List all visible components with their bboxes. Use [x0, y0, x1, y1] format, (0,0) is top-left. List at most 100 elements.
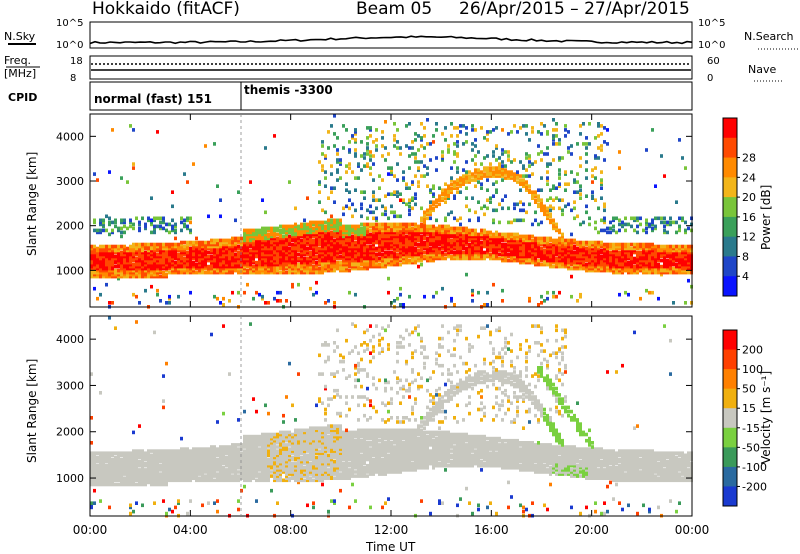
- scatter-cell: [585, 254, 588, 259]
- scatter-cell: [267, 248, 270, 253]
- scatter-cell: [252, 228, 255, 233]
- scatter-cell: [432, 258, 435, 263]
- scatter-cell: [345, 230, 348, 235]
- scatter-cell: [129, 258, 132, 263]
- scatter-cell: [471, 290, 474, 295]
- scatter-cell: [420, 246, 423, 251]
- scatter-cell: [285, 226, 288, 231]
- scatter-cell: [171, 256, 174, 261]
- scatter-cell: [408, 294, 411, 299]
- scatter-cell: [384, 230, 387, 235]
- scatter-cell: [546, 182, 549, 186]
- scatter-cell: [405, 228, 408, 233]
- scatter-cell: [627, 242, 630, 247]
- scatter-cell: [450, 228, 453, 233]
- scatter-cell: [414, 138, 417, 142]
- scatter-cell: [402, 244, 405, 249]
- scatter-cell: [375, 246, 378, 251]
- scatter-cell: [267, 242, 270, 247]
- scatter-cell: [408, 230, 411, 235]
- scatter-cell: [90, 256, 93, 261]
- scatter-cell: [570, 208, 573, 213]
- scatter-cell: [366, 246, 369, 251]
- scatter-cell: [129, 260, 132, 265]
- scatter-cell: [579, 258, 582, 263]
- scatter-cell: [456, 226, 459, 231]
- scatter-cell: [453, 182, 456, 186]
- scatter-cell: [237, 250, 240, 255]
- scatter-cell: [552, 244, 555, 249]
- scatter-cell: [666, 252, 669, 257]
- scatter-cell: [435, 248, 438, 253]
- scatter-cell: [519, 252, 522, 257]
- scatter-cell: [636, 266, 639, 271]
- scatter-cell: [333, 240, 336, 245]
- scatter-cell: [432, 234, 435, 239]
- scatter-cell: [267, 266, 270, 271]
- scatter-cell: [96, 466, 99, 470]
- scatter-cell: [642, 270, 645, 275]
- scatter-cell: [357, 248, 360, 253]
- scatter-cell: [603, 242, 606, 247]
- scatter-cell: [417, 230, 420, 235]
- scatter-cell: [195, 254, 198, 259]
- scatter-cell: [396, 178, 399, 182]
- scatter-cell: [654, 252, 657, 257]
- scatter-cell: [390, 242, 393, 247]
- scatter-cell: [99, 270, 102, 275]
- scatter-cell: [369, 222, 372, 227]
- scatter-cell: [522, 234, 525, 239]
- scatter-cell: [393, 238, 396, 243]
- scatter-cell: [582, 262, 585, 267]
- scatter-cell: [186, 246, 189, 251]
- scatter-cell: [576, 254, 579, 259]
- scatter-cell: [582, 264, 585, 269]
- scatter-cell: [504, 232, 507, 237]
- scatter-cell: [543, 208, 546, 213]
- scatter-cell: [546, 242, 549, 247]
- scatter-cell: [423, 126, 426, 130]
- scatter-cell: [96, 264, 99, 269]
- scatter-cell: [147, 266, 150, 271]
- scatter-cell: [447, 192, 450, 196]
- scatter-cell: [213, 262, 216, 267]
- scatter-cell: [225, 238, 228, 243]
- scatter-cell: [654, 216, 657, 221]
- scatter-cell: [342, 242, 345, 247]
- scatter-cell: [387, 240, 390, 245]
- scatter-cell: [645, 244, 648, 249]
- scatter-cell: [159, 299, 162, 303]
- scatter-cell: [105, 256, 108, 261]
- scatter-cell: [477, 180, 480, 184]
- scatter-cell: [129, 476, 132, 480]
- scatter-cell: [192, 242, 195, 247]
- scatter-cell: [324, 244, 327, 249]
- scatter-cell: [102, 270, 105, 275]
- scatter-cell: [138, 258, 141, 263]
- scatter-cell: [117, 472, 120, 476]
- scatter-cell: [621, 252, 624, 257]
- scatter-cell: [105, 258, 108, 263]
- scatter-cell: [636, 254, 639, 259]
- scatter-cell: [429, 256, 432, 261]
- scatter-cell: [402, 242, 405, 247]
- scatter-cell: [678, 256, 681, 261]
- scatter-cell: [219, 262, 222, 267]
- scatter-cell: [405, 254, 408, 259]
- scatter-cell: [153, 453, 156, 458]
- scatter-cell: [324, 156, 327, 160]
- scatter-cell: [579, 242, 582, 247]
- scatter-cell: [159, 216, 162, 221]
- scatter-cell: [258, 238, 261, 243]
- scatter-cell: [399, 242, 402, 247]
- scatter-cell: [159, 224, 162, 229]
- scatter-cell: [513, 258, 516, 263]
- scatter-cell: [600, 186, 603, 190]
- scatter-cell: [90, 480, 93, 485]
- scatter-cell: [204, 250, 207, 255]
- scatter-cell: [231, 236, 234, 241]
- scatter-cell: [261, 262, 264, 267]
- scatter-cell: [345, 234, 348, 239]
- scatter-cell: [318, 242, 321, 247]
- scatter-cell: [195, 246, 198, 251]
